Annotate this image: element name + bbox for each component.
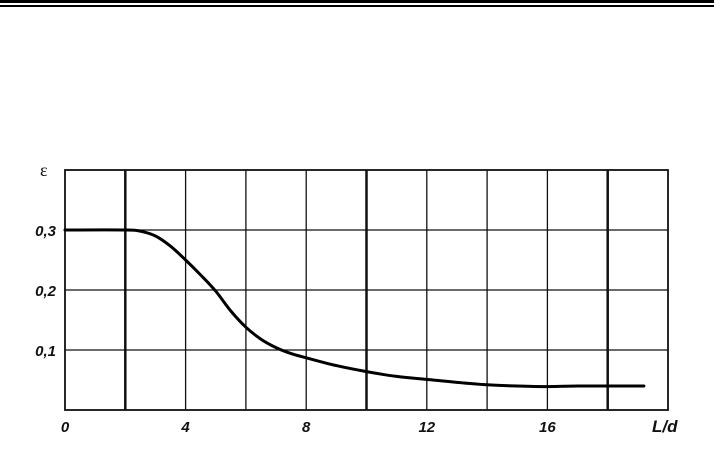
x-tick-label: 16	[539, 419, 556, 436]
y-axis-label: ε	[40, 160, 48, 180]
x-tick-label: 12	[418, 419, 435, 436]
top-rule-thin	[0, 5, 714, 7]
x-tick-label: 8	[302, 419, 311, 436]
y-tick-label: 0,3	[35, 223, 57, 240]
plot-frame	[64, 169, 669, 411]
x-axis-label: L/d	[652, 417, 678, 436]
y-tick-label: 0,1	[35, 343, 56, 360]
y-tick-labels: 0,1 0,2 0,3	[35, 223, 57, 360]
y-tick-label: 0,2	[35, 283, 57, 300]
x-tick-label: 4	[180, 419, 190, 436]
series-line	[63, 228, 646, 389]
x-tick-label: 0	[61, 419, 70, 436]
grid	[64, 169, 669, 411]
top-rule-thick	[0, 0, 714, 3]
x-tick-labels: 0 4 8 12 16	[61, 419, 557, 436]
